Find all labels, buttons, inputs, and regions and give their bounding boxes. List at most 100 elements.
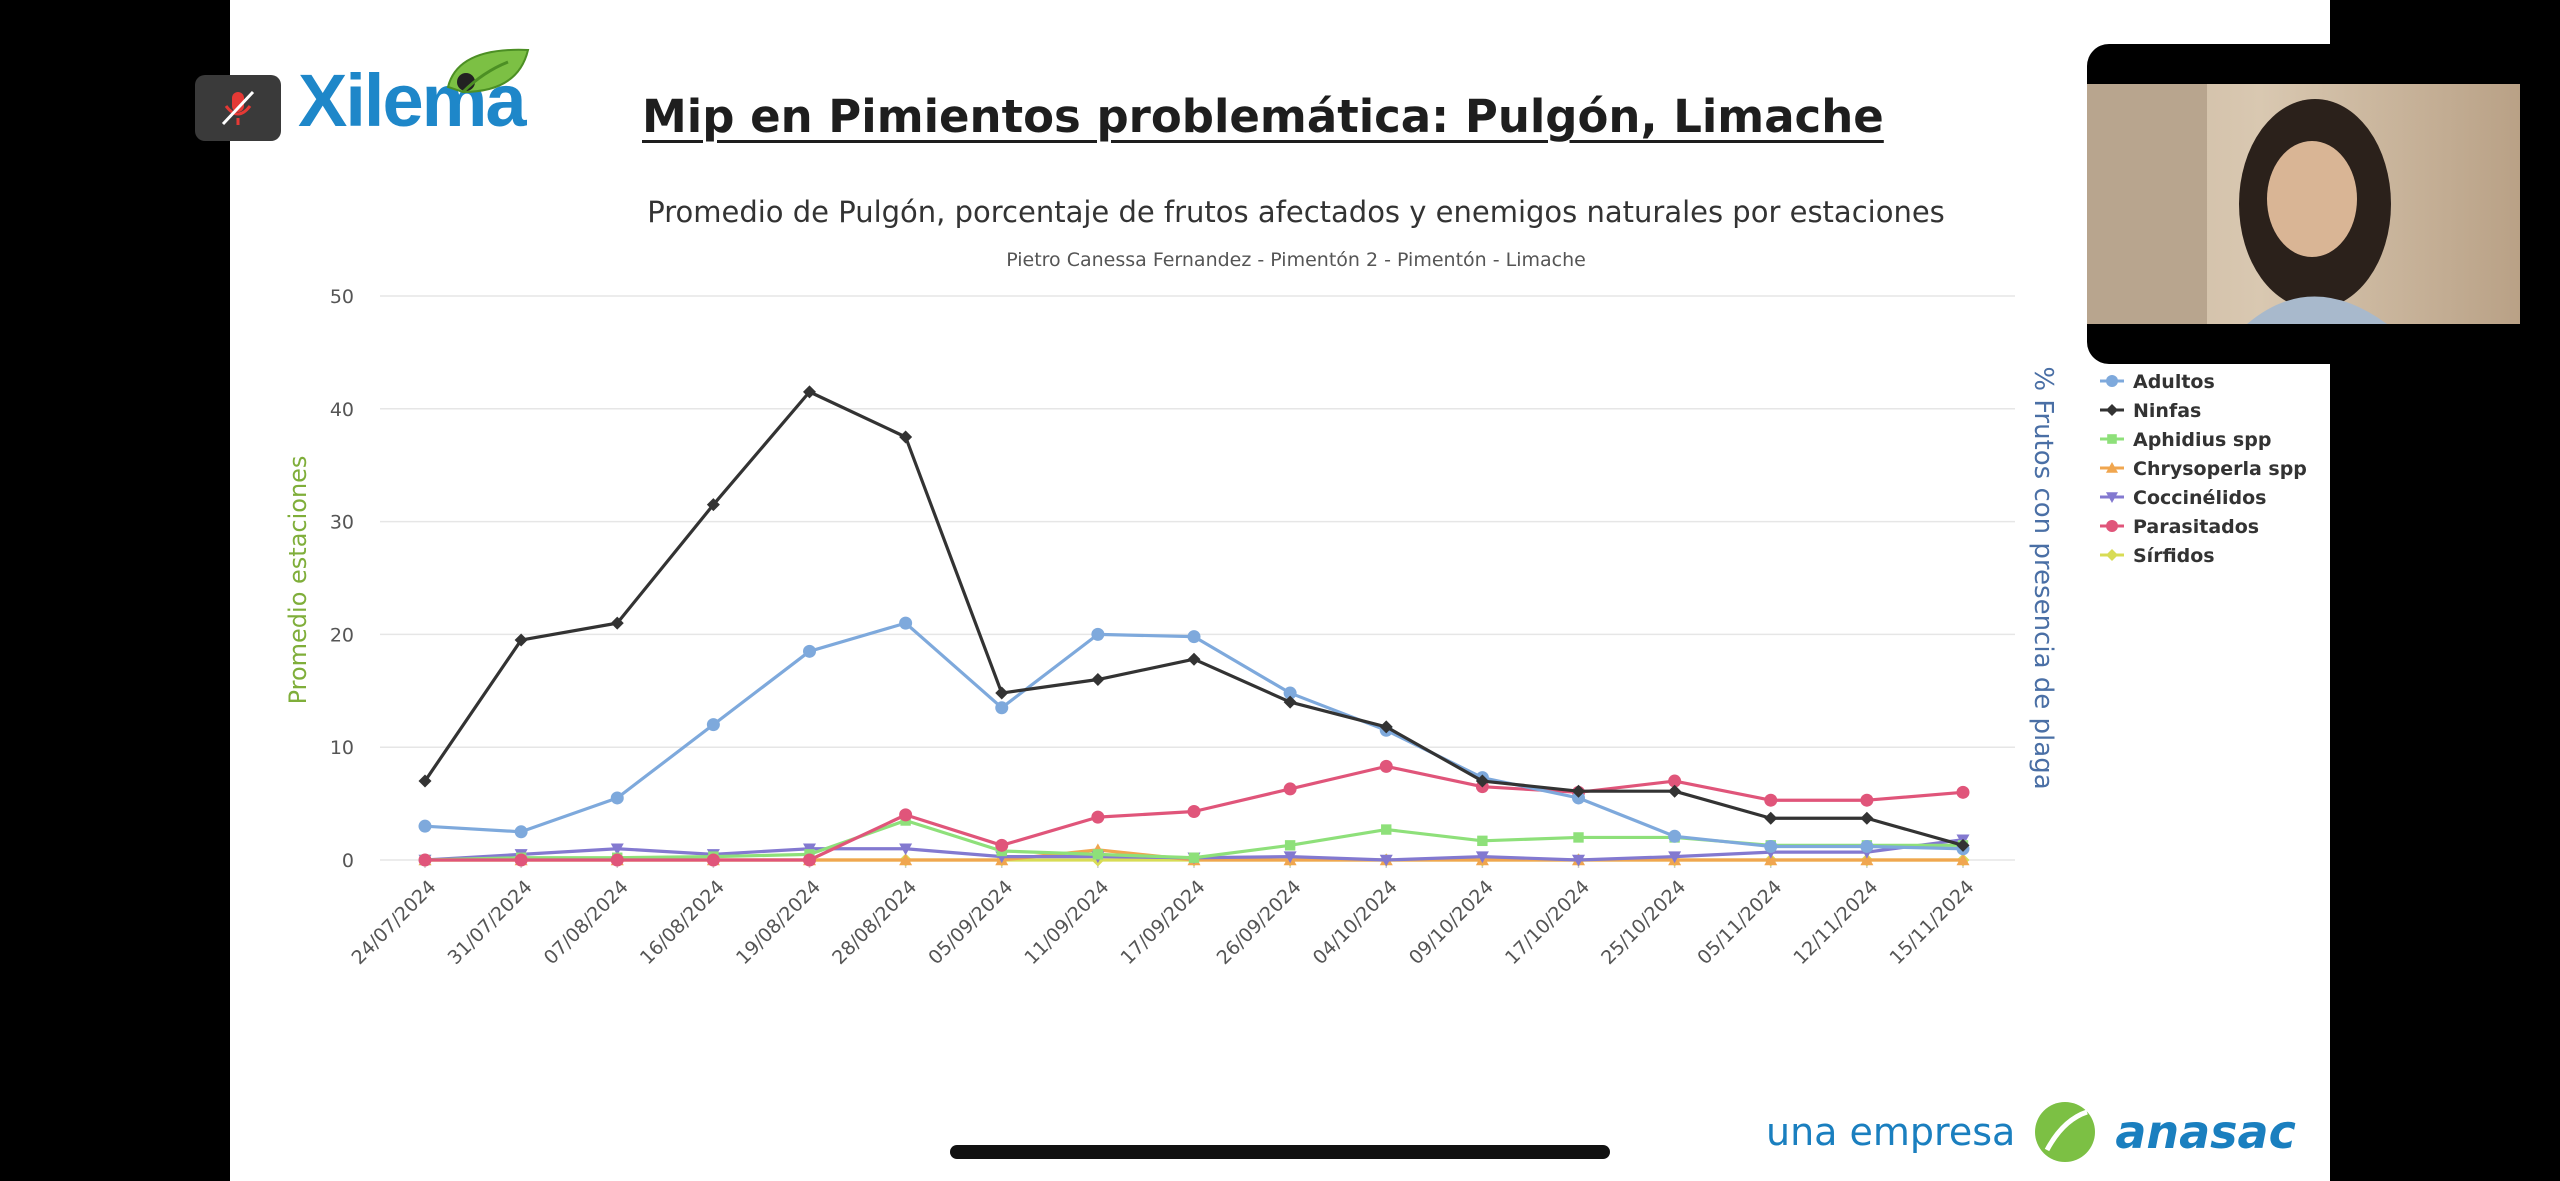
data-point — [1381, 824, 1392, 835]
data-point — [1572, 854, 1585, 867]
legend-label: Chrysoperla spp — [2133, 458, 2307, 480]
data-point — [1668, 784, 1682, 798]
presentation-slide: Xilema Mip en Pimientos problemática: Pu… — [230, 0, 2330, 1181]
data-point — [418, 819, 432, 833]
y2-axis-label: % Frutos con presencia de plaga — [2028, 366, 2058, 789]
data-point — [1860, 853, 1874, 866]
data-point — [1283, 782, 1297, 796]
legend-label: Coccinélidos — [2133, 487, 2266, 509]
data-point — [1668, 829, 1682, 843]
home-indicator[interactable] — [950, 1145, 1610, 1159]
data-point — [1860, 793, 1874, 807]
data-point — [1379, 720, 1393, 734]
y-tick-label: 0 — [342, 850, 354, 872]
series-line — [423, 390, 1964, 847]
y-axis-label: Promedio estaciones — [284, 456, 312, 705]
participant-video-feed — [2087, 84, 2520, 324]
participant-avatar — [2087, 84, 2391, 324]
data-point — [803, 853, 816, 867]
leaf-icon — [446, 48, 530, 94]
legend-marker — [2107, 434, 2117, 444]
series-aphidius-spp — [419, 815, 1969, 866]
data-point — [1956, 838, 1970, 852]
legend-label: Parasitados — [2133, 516, 2259, 538]
data-point — [1764, 839, 1778, 853]
x-tick-label: 12/11/2024 — [1789, 876, 1882, 969]
x-tick-label: 26/09/2024 — [1213, 876, 1306, 969]
data-point — [1572, 791, 1585, 805]
data-point — [1572, 784, 1585, 798]
x-tick-label: 04/10/2024 — [1309, 876, 1402, 969]
data-point — [899, 430, 913, 444]
y-tick-label: 10 — [330, 737, 354, 759]
slide-title: Mip en Pimientos problemática: Pulgón, L… — [642, 90, 1884, 143]
data-point — [1091, 810, 1105, 824]
y-tick-label: 50 — [330, 286, 354, 308]
data-point — [1475, 851, 1489, 864]
data-point — [610, 616, 624, 630]
legend-marker — [2106, 492, 2118, 503]
data-point — [706, 498, 720, 512]
legend-marker — [2106, 549, 2118, 561]
data-point — [418, 853, 432, 867]
footer-brand-name: anasac — [2115, 1105, 2296, 1159]
data-point — [803, 644, 816, 658]
data-point — [899, 853, 913, 866]
legend-marker — [2106, 462, 2118, 473]
data-point — [418, 774, 432, 788]
legend-item[interactable]: Chrysoperla spp — [2100, 458, 2307, 480]
data-point — [1860, 839, 1874, 853]
data-point — [610, 853, 624, 867]
data-point — [706, 718, 720, 732]
legend-item[interactable]: Coccinélidos — [2100, 487, 2266, 509]
legend-item[interactable]: Parasitados — [2100, 516, 2259, 538]
x-tick-label: 17/09/2024 — [1117, 876, 1210, 969]
data-point — [514, 633, 528, 647]
leaf-icon — [2035, 1102, 2096, 1162]
data-point — [995, 838, 1009, 852]
chart-subtitle: Pietro Canessa Fernandez - Pimentón 2 - … — [1006, 249, 1586, 271]
data-point — [995, 701, 1009, 715]
xilema-logo: Xilema — [298, 48, 538, 144]
data-point — [610, 843, 624, 856]
data-point — [1092, 849, 1104, 860]
legend-item[interactable]: Adultos — [2100, 371, 2215, 393]
legend-item[interactable]: Aphidius spp — [2100, 429, 2271, 451]
data-point — [1379, 759, 1393, 773]
data-point — [899, 808, 913, 822]
mute-button[interactable] — [195, 75, 281, 141]
data-point — [1283, 851, 1297, 864]
data-point — [1764, 853, 1778, 866]
data-point — [1860, 811, 1874, 825]
data-point — [1764, 793, 1778, 807]
data-point — [1956, 853, 1970, 866]
y-tick-label: 30 — [330, 512, 354, 534]
legend-marker — [2106, 520, 2118, 532]
data-point — [1283, 695, 1297, 709]
data-point — [1284, 840, 1296, 851]
legend-label: Aphidius spp — [2133, 429, 2271, 451]
y-tick-label: 40 — [330, 399, 354, 421]
data-point — [610, 791, 624, 805]
data-point — [899, 616, 913, 630]
legend-label: Adultos — [2133, 371, 2215, 393]
muted-microphone-icon — [221, 90, 255, 126]
x-tick-label: 31/07/2024 — [444, 876, 537, 969]
data-point — [803, 385, 816, 399]
data-point — [1668, 774, 1682, 788]
data-point — [1668, 851, 1682, 864]
data-point — [1477, 835, 1488, 847]
data-point — [1283, 686, 1297, 700]
chart-title: Promedio de Pulgón, porcentaje de frutos… — [647, 195, 1945, 229]
data-point — [514, 825, 528, 839]
legend-marker — [2106, 375, 2118, 387]
data-point — [1091, 673, 1105, 687]
legend-item[interactable]: Sírfidos — [2100, 545, 2215, 567]
legend-item[interactable]: Ninfas — [2100, 400, 2201, 422]
participant-video-tile[interactable] — [2087, 44, 2520, 364]
data-point — [1188, 852, 1200, 863]
legend-label: Ninfas — [2133, 400, 2201, 422]
footer-prefix: una empresa — [1766, 1110, 2016, 1154]
x-tick-label: 28/08/2024 — [828, 876, 921, 969]
data-point — [1187, 804, 1201, 818]
